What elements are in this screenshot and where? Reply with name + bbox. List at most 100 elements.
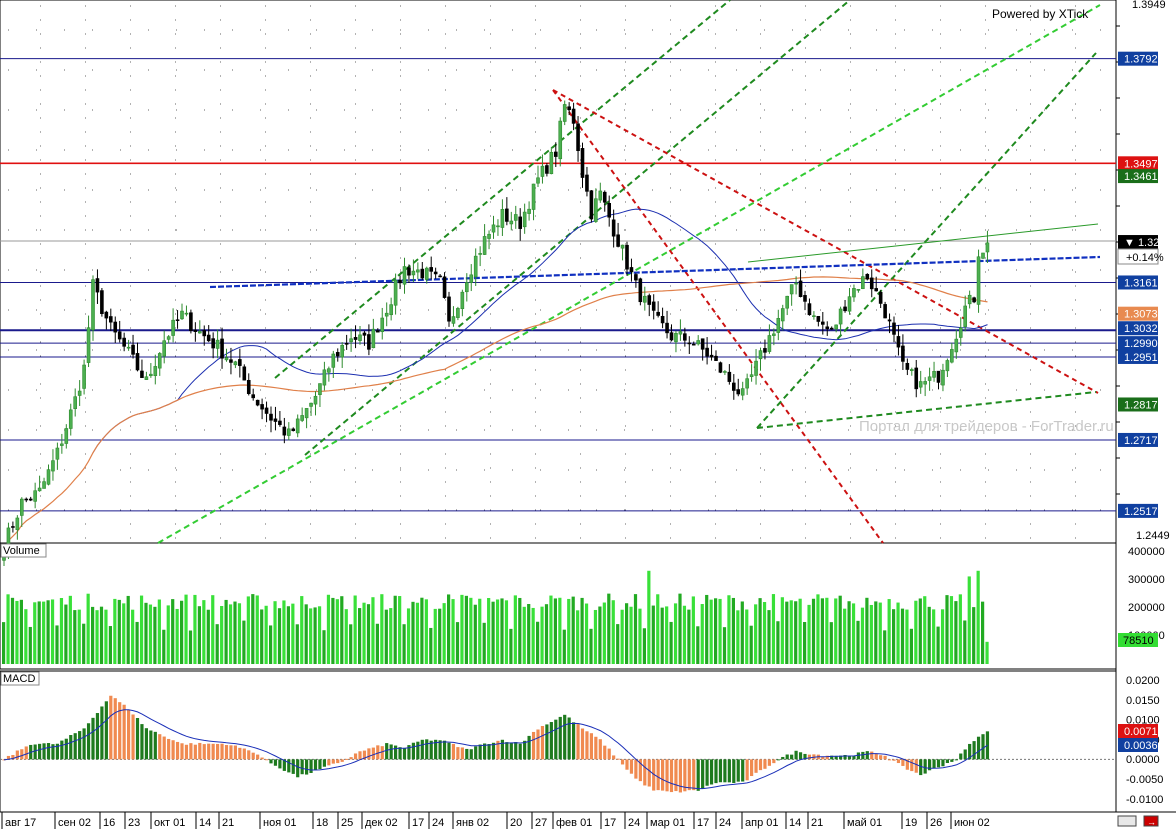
macd-bar bbox=[669, 759, 674, 793]
candle-body bbox=[763, 348, 767, 353]
volume-bar bbox=[309, 608, 313, 664]
price-panel[interactable] bbox=[0, 0, 1117, 544]
macd-bar bbox=[113, 698, 117, 760]
volume-tick: 300000 bbox=[1128, 574, 1165, 586]
macd-bar bbox=[589, 733, 593, 760]
volume-bar bbox=[900, 608, 905, 664]
macd-bar bbox=[625, 759, 629, 770]
candle-body bbox=[825, 326, 830, 330]
volume-bar bbox=[562, 629, 566, 664]
candle-body bbox=[91, 279, 95, 331]
volume-bar bbox=[398, 596, 402, 664]
candle-body bbox=[15, 517, 20, 531]
volume-bar bbox=[865, 597, 869, 664]
trend-light-green bbox=[157, 4, 1101, 544]
volume-bar bbox=[251, 594, 255, 664]
tool-button[interactable] bbox=[1117, 815, 1137, 827]
candle-body bbox=[553, 151, 558, 157]
candle-body bbox=[883, 304, 887, 319]
time-label: 17 bbox=[412, 817, 424, 829]
candle-body bbox=[838, 308, 843, 325]
price-label: 1.2951 bbox=[1124, 352, 1158, 364]
volume-bar bbox=[985, 641, 989, 664]
candle-body bbox=[683, 333, 687, 341]
volume-bar bbox=[153, 606, 157, 664]
candle-body bbox=[273, 418, 278, 422]
volume-bar bbox=[518, 597, 522, 664]
volume-bar bbox=[531, 607, 535, 664]
candle-body bbox=[367, 334, 371, 350]
macd-bar bbox=[790, 754, 794, 760]
macd-bar bbox=[936, 759, 941, 768]
volume-bar bbox=[745, 609, 749, 664]
macd-bar bbox=[656, 759, 660, 791]
macd-bar bbox=[278, 759, 282, 769]
macd-bar bbox=[754, 759, 758, 773]
price-axis[interactable] bbox=[1116, 0, 1176, 829]
candle-body bbox=[122, 337, 126, 347]
macd-bar bbox=[478, 744, 482, 760]
volume-bar bbox=[540, 606, 544, 664]
candle-body bbox=[981, 252, 985, 259]
candle-body bbox=[104, 311, 109, 319]
candle-body bbox=[562, 104, 567, 122]
volume-bar bbox=[59, 598, 64, 664]
volume-bar bbox=[15, 600, 19, 664]
candle-body bbox=[594, 198, 598, 222]
candle-body bbox=[473, 255, 478, 278]
volume-bar bbox=[429, 627, 433, 664]
time-label: 24 bbox=[719, 817, 731, 829]
time-label: янв 02 bbox=[456, 817, 489, 829]
macd-bar bbox=[723, 759, 727, 783]
candle-body bbox=[647, 295, 652, 305]
candle-body bbox=[905, 362, 910, 370]
macd-bar bbox=[260, 757, 264, 760]
candle-body bbox=[126, 346, 131, 349]
volume-bar bbox=[291, 603, 295, 664]
volume-bar bbox=[856, 620, 860, 664]
macd-bar bbox=[86, 723, 91, 760]
candle-body bbox=[598, 190, 603, 201]
macd-bar bbox=[60, 740, 64, 760]
candle-body bbox=[527, 208, 531, 214]
candle-body bbox=[896, 336, 901, 348]
macd-bar bbox=[282, 759, 286, 771]
volume-bar bbox=[883, 630, 887, 664]
macd-bar bbox=[269, 759, 273, 764]
volume-bar bbox=[558, 597, 562, 664]
exit-button[interactable] bbox=[1143, 815, 1159, 827]
volume-bar bbox=[2, 622, 6, 664]
volume-bar bbox=[260, 609, 264, 664]
macd-bar bbox=[745, 759, 749, 781]
candle-body bbox=[113, 321, 118, 333]
volume-bar bbox=[86, 593, 90, 664]
volume-bar bbox=[589, 628, 593, 664]
macd-bar bbox=[407, 745, 411, 760]
time-label: апр 01 bbox=[745, 817, 778, 829]
time-axis: авг 17 сен 02 16 23 окт 01 14 21 ноя 01 18 25 дек … bbox=[1, 812, 990, 829]
volume-bar bbox=[709, 599, 713, 664]
volume-bar bbox=[202, 600, 206, 664]
volume-bar bbox=[228, 604, 233, 664]
macd-bar bbox=[518, 743, 522, 760]
candle-body bbox=[460, 291, 465, 310]
macd-bar bbox=[585, 731, 589, 760]
candle-body bbox=[567, 106, 571, 111]
macd-bar bbox=[545, 724, 549, 760]
candle-body bbox=[429, 267, 434, 272]
candle-body bbox=[189, 312, 193, 331]
macd-bar bbox=[322, 759, 326, 767]
macd-bar bbox=[741, 759, 745, 782]
candle-body bbox=[340, 344, 345, 358]
volume-bar bbox=[68, 595, 72, 664]
moving-averages bbox=[3, 208, 988, 554]
candle-body bbox=[549, 152, 554, 175]
macd-bar bbox=[772, 759, 776, 764]
volume-title: Volume bbox=[3, 545, 40, 557]
volume-bar bbox=[932, 609, 936, 664]
macd-tick: -0.0050 bbox=[1126, 774, 1163, 786]
macd-bar bbox=[162, 736, 166, 760]
macd-panel[interactable] bbox=[0, 670, 1117, 813]
candle-body bbox=[286, 428, 291, 436]
